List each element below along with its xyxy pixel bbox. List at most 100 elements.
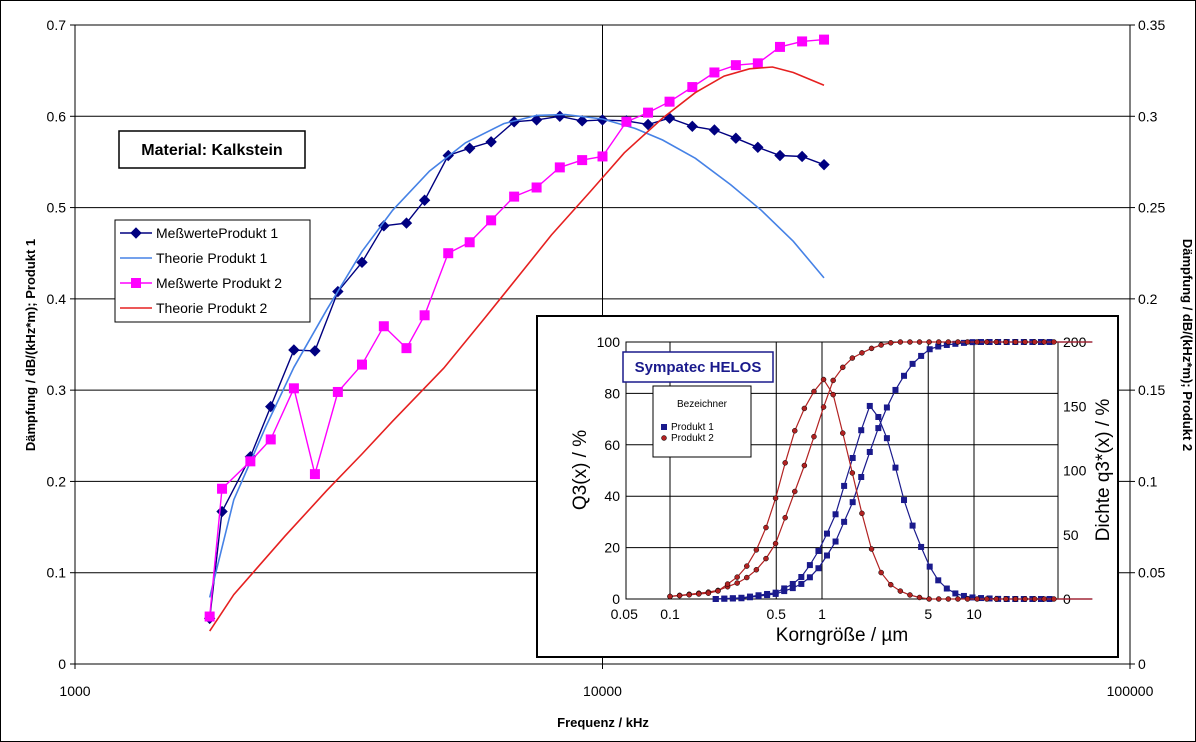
inset-density-point — [806, 562, 813, 569]
inset-cumulative-point — [866, 448, 873, 455]
data-point — [709, 67, 720, 78]
legend-box — [114, 219, 311, 323]
data-point — [531, 182, 542, 193]
data-point — [217, 483, 228, 494]
inset-density-point — [859, 510, 865, 517]
main-series — [203, 34, 830, 632]
legend-label: MeßwerteProdukt 1 — [156, 225, 278, 241]
data-point — [356, 359, 367, 370]
inset-legend-box — [652, 385, 752, 458]
data-point — [597, 151, 608, 162]
inset-cumulative-point — [782, 514, 788, 521]
inset-density-point — [734, 574, 740, 580]
inset-density-point — [875, 413, 882, 420]
inset-density-point — [815, 547, 822, 554]
inset-density-point — [746, 593, 753, 600]
inset-cumulative-point — [1031, 339, 1038, 345]
inset-cumulative-point — [798, 580, 805, 587]
inset-density-point — [974, 596, 980, 602]
data-point — [797, 36, 808, 47]
inset-cumulative-point — [763, 555, 769, 562]
inset-density-point — [801, 405, 808, 412]
inset-density-point — [724, 581, 731, 587]
data-point — [643, 107, 654, 118]
data-point — [464, 237, 475, 248]
inset-cumulative-point — [935, 343, 942, 350]
inset-cumulative-point — [830, 377, 836, 384]
data-point — [576, 115, 588, 127]
data-point — [378, 321, 389, 332]
inset-plot-area — [625, 341, 1059, 600]
inset-cumulative-point — [901, 372, 908, 379]
data-point — [332, 386, 343, 397]
tick-label-y2: 0.05 — [1138, 565, 1165, 581]
inset-density-point — [1051, 596, 1057, 602]
inset-density-point — [686, 592, 692, 598]
legend-marker — [130, 227, 142, 239]
inset-tick-label-y: 80 — [604, 385, 620, 401]
inset-cumulative-point — [859, 350, 865, 356]
data-point — [401, 343, 412, 354]
data-point — [708, 124, 721, 136]
tick-label-y: 0.7 — [47, 17, 67, 33]
inset-density-point — [1012, 596, 1019, 602]
data-point — [443, 248, 454, 259]
inset-density-point — [789, 580, 796, 587]
inset-density-point — [782, 460, 788, 466]
data-point — [774, 149, 786, 162]
inset-cumulative-point — [892, 386, 899, 393]
inset-density-point — [926, 596, 932, 602]
legend-label: Meßwerte Produkt 2 — [156, 275, 282, 291]
tick-label-y2: 0.35 — [1138, 17, 1165, 33]
inset-tick-label-x: 10 — [966, 606, 982, 622]
inset-cumulative-point — [806, 574, 813, 581]
inset-cumulative-point — [983, 339, 990, 345]
inset-density-point — [1003, 596, 1009, 602]
data-point — [265, 434, 276, 445]
inset-density-point — [798, 574, 805, 581]
inset-cumulative-point — [926, 346, 933, 353]
inset-density-point — [841, 482, 848, 489]
data-point — [752, 58, 763, 69]
inset-density-point — [712, 596, 719, 602]
x-axis-title: Frequenz / kHz — [557, 715, 649, 730]
tick-label-y2: 0.25 — [1138, 200, 1165, 216]
tick-label-y: 0 — [58, 656, 66, 672]
inset-tick-label-x: 5 — [924, 606, 932, 622]
inset-cumulative-point — [878, 342, 884, 348]
inset-density-point — [830, 391, 836, 398]
inset-density-point — [909, 522, 916, 529]
legend-label: Theorie Produkt 1 — [156, 250, 267, 266]
inset-tick-label-x: 0.1 — [660, 606, 680, 622]
inset-cumulative-point — [792, 488, 798, 495]
data-point — [554, 162, 565, 173]
inset-tick-label-y2: 100 — [1063, 463, 1087, 479]
inset-cumulative-point — [887, 340, 894, 346]
data-point — [463, 142, 476, 154]
inset-cumulative-point — [883, 404, 890, 411]
inset-x-axis-title: Korngröße / µm — [776, 625, 908, 646]
inset-cumulative-point — [926, 339, 932, 345]
series-4 — [209, 66, 825, 632]
inset-tick-label-y: 100 — [597, 334, 621, 350]
inset-tick-label-x: 0.5 — [767, 606, 787, 622]
material-annotation: Material: Kalkstein — [118, 130, 306, 169]
inset-density-point — [715, 588, 721, 594]
tick-label-y2: 0.2 — [1138, 291, 1158, 307]
main-legend: MeßwerteProdukt 1 Theorie Produkt 1 Meßwer… — [114, 219, 311, 323]
inset-density-point — [676, 592, 683, 599]
inset-density-point — [935, 577, 942, 584]
data-point — [796, 150, 808, 163]
data-point — [818, 158, 830, 171]
inset-density-point — [763, 524, 769, 531]
inset-cumulative-point — [811, 433, 817, 440]
inset-tick-label-y: 60 — [604, 437, 620, 453]
data-point — [309, 345, 321, 357]
inset-density-point — [729, 595, 736, 602]
data-point — [686, 120, 699, 133]
tick-label-y2: 0 — [1138, 656, 1146, 672]
data-point — [400, 217, 413, 229]
tick-label-y: 0.2 — [47, 473, 67, 489]
